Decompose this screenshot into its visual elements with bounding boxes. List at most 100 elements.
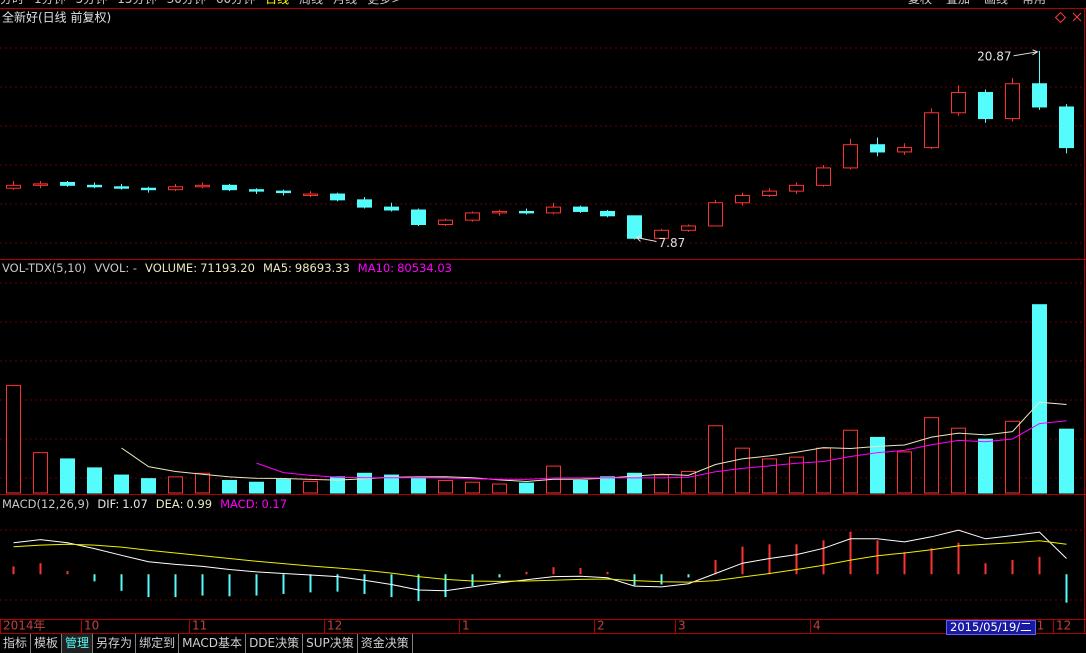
tab[interactable]: DDE决策 xyxy=(246,634,304,653)
candle-body xyxy=(924,112,939,149)
x-tick-label: 12 xyxy=(327,619,342,633)
dashed-guides xyxy=(0,47,1084,601)
tab[interactable]: 模板 xyxy=(31,634,63,653)
tab[interactable]: 绑定到 xyxy=(136,634,180,653)
tab[interactable]: 指标 xyxy=(0,634,32,653)
period-button[interactable]: 分时 xyxy=(0,0,24,6)
candle-body xyxy=(762,190,777,196)
candle-body xyxy=(33,183,48,186)
candle-body xyxy=(276,190,291,194)
volume-bar xyxy=(276,479,291,494)
volume-bar xyxy=(519,482,534,494)
readout-value: 71193.20 xyxy=(200,261,255,275)
volume-bar xyxy=(978,438,993,494)
candle-body xyxy=(249,189,264,192)
readout-name: VOLUME: xyxy=(145,261,198,275)
readout-value: 1.07 xyxy=(122,497,148,511)
candle-body xyxy=(600,210,615,217)
volume-bar xyxy=(465,481,480,494)
readout-name: DEA: xyxy=(155,497,184,511)
tab[interactable]: 资金决策 xyxy=(358,634,413,653)
ma-line xyxy=(256,420,1067,480)
candle-body xyxy=(141,187,156,191)
volume-bar xyxy=(141,478,156,494)
candle-body xyxy=(60,181,75,186)
candle-body xyxy=(222,184,237,191)
volume-bar xyxy=(951,427,966,494)
period-button[interactable]: 60分钟 xyxy=(216,0,255,6)
x-tick-label: 1 xyxy=(462,619,470,633)
volume-bar xyxy=(411,477,426,494)
window-icons[interactable] xyxy=(1054,11,1082,24)
period-button[interactable]: 更多> xyxy=(367,0,401,6)
candle-body xyxy=(951,91,966,114)
candle-body xyxy=(681,225,696,231)
candle-body xyxy=(573,206,588,212)
period-button[interactable]: 周线 xyxy=(299,0,323,6)
volume-bar xyxy=(654,474,669,494)
tab[interactable]: 管理 xyxy=(62,634,94,653)
period-button[interactable]: 30分钟 xyxy=(167,0,206,6)
indicator-extra: VVOL: - xyxy=(94,261,138,275)
candle-body xyxy=(303,193,318,196)
x-tick-label: 2 xyxy=(597,619,605,633)
candle-body xyxy=(330,193,345,201)
readout-value: 0.17 xyxy=(261,497,288,511)
tool-button[interactable]: 复权 xyxy=(908,0,932,6)
volume-bar xyxy=(114,474,129,494)
tab[interactable]: SUP决策 xyxy=(303,634,358,653)
macd-line xyxy=(13,529,1067,592)
readout-name: MACD: xyxy=(220,497,259,511)
volume-bar xyxy=(6,384,21,494)
candle-body xyxy=(627,215,642,239)
frame xyxy=(0,8,1086,634)
readout-value: 0.99 xyxy=(186,497,213,511)
tab-bar: 指标 模板 管理 另存为 绑定到 MACD基本 DDE决策 SUP决策 资金决策 xyxy=(0,634,413,653)
period-button[interactable]: 日线 xyxy=(265,0,289,6)
period-button[interactable]: 5分钟 xyxy=(76,0,108,6)
x-tick-label: 2014年 xyxy=(3,619,46,633)
candle-body xyxy=(411,209,426,226)
high-label: 20.87 xyxy=(977,49,1011,63)
readout-name: MA10: xyxy=(357,261,395,275)
tool-button[interactable]: 画线 xyxy=(984,0,1008,6)
tab[interactable]: MACD基本 xyxy=(179,634,247,653)
low-label: 7.87 xyxy=(659,236,686,250)
candle-body xyxy=(654,229,669,239)
period-toolbar: 分时 1分钟 5分钟 15分钟 30分钟 60分钟 日线 周线 月线 更多> xyxy=(0,0,401,6)
volume-bar xyxy=(924,417,939,494)
volume-bar xyxy=(87,467,102,494)
readout: DIF: 1.07 xyxy=(97,497,147,511)
tool-button[interactable]: 叠加 xyxy=(946,0,970,6)
volume-bar xyxy=(60,458,75,494)
volume-bar xyxy=(168,476,183,494)
readout: DEA: 0.99 xyxy=(156,497,212,511)
indicator-name: VOL-TDX(5,10) xyxy=(2,261,87,275)
period-button[interactable]: 月线 xyxy=(333,0,357,6)
readout: MACD: 0.17 xyxy=(220,497,287,511)
candle-body xyxy=(168,186,183,191)
tab[interactable]: 另存为 xyxy=(93,634,137,653)
readout-value: 80534.03 xyxy=(397,261,452,275)
candle-body xyxy=(492,210,507,214)
volume-bar xyxy=(249,481,264,494)
period-button[interactable]: 15分钟 xyxy=(117,0,156,6)
volume-bar xyxy=(1032,304,1047,494)
readout-name: MA5: xyxy=(262,261,292,275)
period-button[interactable]: 1分钟 xyxy=(34,0,66,6)
candle-body xyxy=(870,144,885,153)
volume-bar xyxy=(870,436,885,494)
chart-title: 全新好(日线 前复权) xyxy=(2,10,111,25)
candle-body xyxy=(978,91,993,120)
candle-body xyxy=(438,219,453,226)
x-tick-label: 4 xyxy=(813,619,821,633)
volume-bar xyxy=(438,479,453,494)
annotation-arrow xyxy=(635,234,657,242)
candle-body xyxy=(546,206,561,214)
candle-body xyxy=(1005,83,1020,120)
candle-body xyxy=(708,202,723,227)
volume-bar xyxy=(843,429,858,494)
candle-body xyxy=(6,184,21,189)
tool-button[interactable]: 常用 xyxy=(1022,0,1046,6)
